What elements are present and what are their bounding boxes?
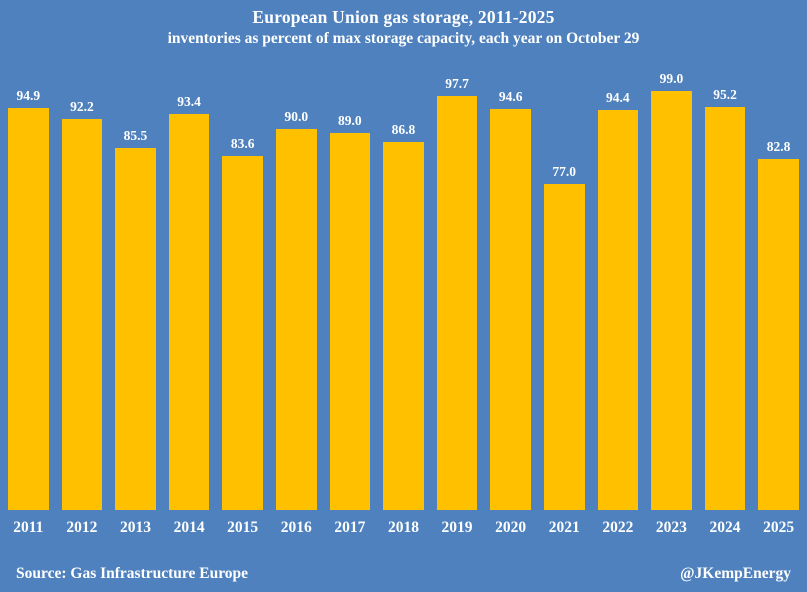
bar-value-label: 77.0: [552, 163, 577, 179]
x-tick-label: 2014: [173, 519, 205, 537]
bar-value-label: 94.4: [606, 90, 630, 105]
bar-value-label: 93.4: [177, 94, 201, 110]
bar-column: 94.6: [490, 89, 531, 511]
x-tick-label: 2015: [227, 519, 259, 537]
bar-value-label: 94.9: [16, 87, 41, 103]
bar: [115, 147, 156, 511]
bar-column: 90.0: [275, 108, 317, 511]
chart-header: European Union gas storage, 2011-2025 in…: [0, 0, 807, 48]
bar: [704, 106, 746, 511]
x-tick-label: 2019: [441, 519, 473, 537]
bar-value-label: 82.8: [766, 139, 791, 155]
x-tick-label: 2011: [13, 519, 44, 537]
x-tick-label: 2023: [655, 519, 687, 537]
bar-value-label: 85.5: [123, 127, 148, 143]
bar-column: 89.0: [329, 112, 371, 511]
bar-value-label: 89.0: [338, 112, 362, 128]
bar: [436, 96, 478, 511]
bar-column: 92.2: [61, 99, 103, 511]
bar: [222, 155, 263, 511]
x-tick-label: 2016: [280, 519, 312, 537]
bar-column: 94.9: [8, 87, 49, 511]
bar: [275, 128, 317, 511]
bar-value-label: 95.2: [713, 86, 737, 102]
bar: [329, 132, 371, 511]
bar-column: 85.5: [115, 128, 156, 511]
bar: [651, 90, 692, 511]
bar-value-label: 83.6: [230, 135, 255, 151]
x-tick-label: 2017: [334, 519, 366, 537]
bar-column: 97.7: [436, 76, 478, 511]
bar-column: 86.8: [383, 122, 424, 511]
x-tick-label: 2020: [495, 519, 527, 537]
x-tick-label: 2025: [763, 519, 795, 537]
author-handle: @JKempEnergy: [680, 565, 791, 582]
x-axis: 2011 2012 2013 2014 2015 2016 2017 2018 2019 2020…: [0, 519, 807, 537]
bar-value-label: 99.0: [659, 70, 684, 86]
bar-column: 95.2: [704, 86, 746, 511]
bar: [543, 183, 585, 511]
bar-column: 77.0: [543, 163, 585, 511]
chart-subtitle: inventories as percent of max storage ca…: [167, 29, 640, 47]
bar-value-label: 94.6: [498, 89, 523, 105]
x-tick-label: 2013: [119, 519, 151, 537]
source-note: Source: Gas Infrastructure Europe: [16, 565, 249, 582]
plot-area: 94.9 92.2 85.5 93.4 83.6 90.0 89.0 86.8 97.7 94.6…: [0, 48, 807, 511]
x-tick-label: 2024: [709, 519, 741, 537]
bar: [383, 142, 424, 511]
bar-value-label: 86.8: [391, 122, 416, 138]
bar: [490, 109, 531, 511]
bar: [758, 159, 799, 511]
chart-footer: Source: Gas Infrastructure Europe @JKemp…: [0, 561, 807, 592]
bar-value-label: 97.7: [445, 76, 469, 92]
x-tick-label: 2022: [602, 519, 634, 537]
bar-column: 99.0: [651, 71, 692, 511]
bar: [8, 107, 49, 511]
bar-value-label: 92.2: [70, 99, 94, 115]
bar: [168, 114, 210, 511]
bar-column: 93.4: [168, 94, 210, 511]
bar-column: 83.6: [222, 135, 263, 511]
bar-column: 94.4: [597, 90, 639, 511]
x-tick-label: 2021: [548, 519, 580, 537]
x-tick-label: 2018: [387, 519, 419, 537]
bar: [597, 110, 639, 511]
bar: [61, 119, 103, 511]
bar-value-label: 90.0: [284, 108, 309, 124]
bar-column: 82.8: [758, 139, 799, 511]
chart-title: European Union gas storage, 2011-2025: [252, 7, 555, 27]
x-tick-label: 2012: [66, 519, 98, 537]
